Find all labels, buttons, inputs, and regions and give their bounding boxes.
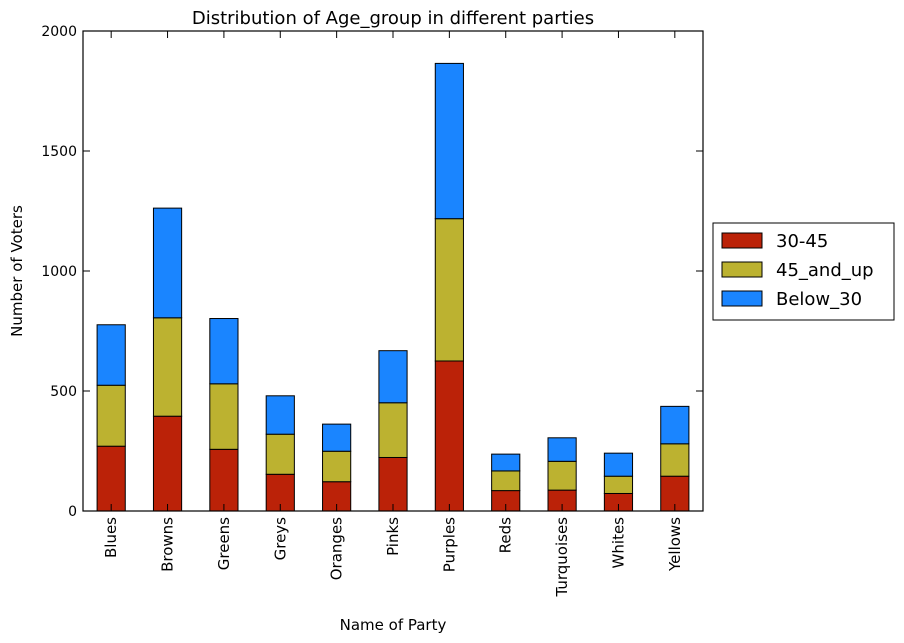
bar-turquoises-below-30	[547, 437, 577, 462]
bar-greens-45-and-up	[209, 383, 239, 450]
legend-label-30-45: 30-45	[776, 231, 828, 252]
x-tick-label-turquoises: Turquoises	[553, 517, 571, 598]
bar-reds-below-30	[491, 453, 521, 472]
x-tick-label-oranges: Oranges	[328, 517, 346, 580]
legend-label-45-and-up: 45_and_up	[776, 260, 874, 281]
y-tick-label: 500	[50, 384, 77, 400]
bar-pinks-below-30	[378, 350, 408, 404]
axes-group: 0 500 1000 1500 2000 Blues Browns Greens Greys Or…	[41, 24, 704, 598]
bar-whites-45-and-up	[603, 475, 634, 494]
y-tick-label: 1500	[41, 144, 77, 160]
bar-oranges-below-30	[322, 423, 352, 452]
bar-blues-45-and-up	[96, 384, 126, 447]
bar-blues-below-30	[96, 324, 126, 386]
bar-pinks-45-and-up	[378, 402, 408, 458]
y-axis-label: Number of Voters	[8, 205, 26, 337]
x-tick-label-blues: Blues	[102, 517, 120, 558]
bar-turquoises-45-and-up	[547, 460, 577, 491]
bar-browns-30-45	[152, 415, 183, 512]
y-tick-label: 2000	[41, 24, 77, 40]
legend-swatch-45-and-up	[721, 261, 763, 278]
bar-yellows-below-30	[660, 405, 690, 445]
x-tick-label-browns: Browns	[159, 517, 177, 572]
bar-blues-30-45	[96, 445, 126, 512]
x-tick-label-pinks: Pinks	[384, 517, 402, 556]
y-tick-label: 0	[68, 504, 77, 520]
x-tick-label-reds: Reds	[497, 517, 515, 553]
bar-purples-45-and-up	[434, 218, 464, 362]
x-tick-label-greys: Greys	[271, 517, 289, 561]
x-axis-label: Name of Party	[340, 616, 447, 634]
bar-browns-below-30	[152, 207, 183, 319]
chart-title: Distribution of Age_group in different p…	[192, 8, 594, 29]
bar-purples-30-45	[434, 360, 464, 512]
bar-greens-30-45	[209, 448, 239, 512]
bar-reds-45-and-up	[491, 470, 521, 492]
bar-whites-below-30	[603, 452, 634, 477]
bar-browns-45-and-up	[152, 317, 183, 417]
bar-oranges-45-and-up	[322, 450, 352, 483]
legend-swatch-below-30	[721, 290, 763, 307]
legend: 30-45 45_and_up Below_30	[712, 222, 895, 321]
x-tick-label-purples: Purples	[440, 517, 458, 572]
legend-label-below-30: Below_30	[776, 289, 862, 310]
bar-pinks-30-45	[378, 456, 408, 512]
bar-greys-below-30	[265, 395, 295, 435]
legend-swatch-30-45	[721, 232, 763, 249]
bar-yellows-45-and-up	[660, 443, 690, 477]
x-tick-label-greens: Greens	[215, 517, 233, 570]
bar-greys-45-and-up	[265, 433, 295, 475]
x-tick-label-yellows: Yellows	[666, 517, 684, 572]
bars-group	[96, 62, 690, 512]
y-tick-label: 1000	[41, 264, 77, 280]
bar-greens-below-30	[209, 318, 239, 385]
bar-purples-below-30	[434, 62, 464, 220]
x-tick-label-whites: Whites	[609, 517, 627, 569]
